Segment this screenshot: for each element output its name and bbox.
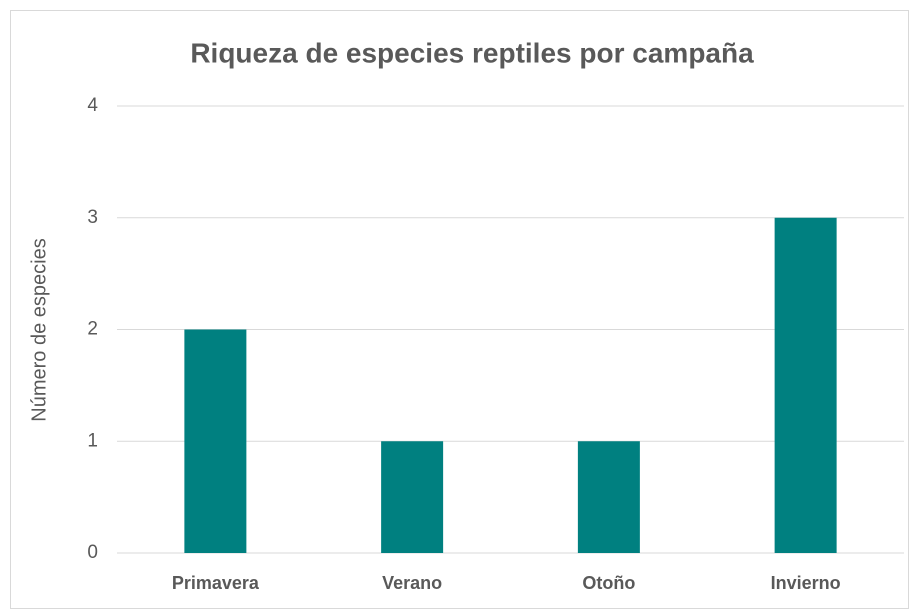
bar [381, 441, 444, 553]
bar [577, 441, 640, 553]
chart-title: Riqueza de especies reptiles por campaña [190, 37, 754, 68]
y-tick-label: 4 [87, 95, 98, 116]
x-tick-label: Invierno [771, 573, 841, 593]
y-tick-label: 2 [87, 319, 98, 340]
chart-border [10, 10, 909, 609]
x-tick-label: Otoño [582, 573, 635, 593]
y-tick-label: 0 [87, 542, 98, 563]
y-tick-label: 1 [87, 430, 98, 451]
y-axis-label: Número de especies [28, 238, 50, 421]
x-tick-label: Primavera [172, 573, 260, 593]
bar [774, 217, 837, 553]
bar [184, 329, 247, 553]
y-tick-label: 3 [87, 207, 98, 228]
x-tick-label: Verano [382, 573, 442, 593]
